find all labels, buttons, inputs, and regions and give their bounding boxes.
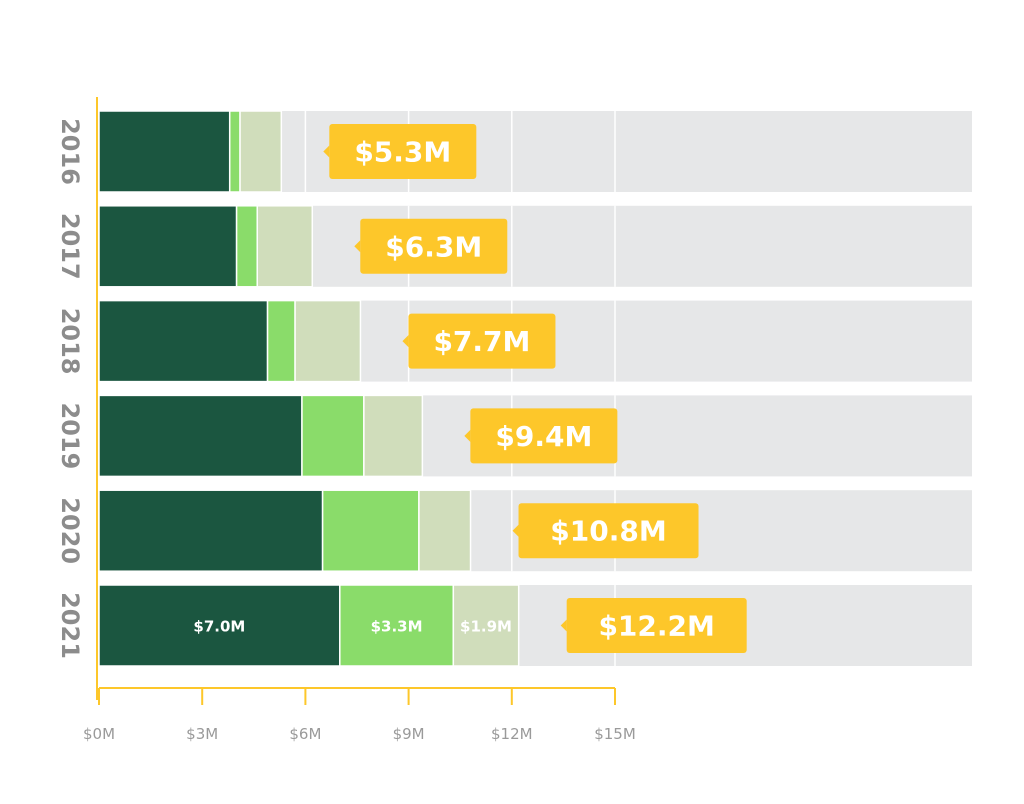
total-callout (566, 598, 747, 653)
x-tick-label: $12M (491, 725, 533, 743)
total-label: $7.7M (433, 325, 530, 358)
bar-segment-2016-1 (228, 110, 241, 193)
total-label: $6.3M (385, 230, 482, 263)
total-callout (360, 218, 508, 274)
bar-segment-2021-0 (98, 584, 341, 667)
year-label: 2017 (56, 213, 84, 280)
bar-segment-2020-0 (98, 489, 324, 572)
year-label: 2016 (56, 118, 84, 185)
year-label: 2019 (56, 403, 84, 470)
callout-pointer (402, 335, 409, 348)
year-label: 2021 (56, 592, 84, 659)
callout-pointer (464, 429, 471, 442)
segment-label: $1.9M (460, 618, 512, 636)
bar-segment-2021-2 (452, 584, 520, 667)
total-label: $10.8M (550, 515, 666, 548)
bar-segment-2016-2 (239, 110, 283, 193)
x-tick-label: $3M (186, 725, 218, 743)
total-label: $12.2M (598, 610, 714, 643)
total-label: $9.4M (495, 420, 592, 453)
callout-pointer (560, 619, 567, 632)
total-callout (408, 313, 556, 369)
total-label: $5.3M (354, 136, 451, 169)
bar-segment-2016-0 (98, 110, 231, 193)
bar-segment-2017-1 (235, 205, 258, 288)
bar-segment-2018-1 (266, 299, 296, 383)
bar-segment-2019-0 (98, 394, 303, 478)
callout-pointer (354, 240, 361, 253)
segment-label: $7.0M (193, 618, 245, 636)
total-callout (518, 503, 699, 559)
total-callout (470, 408, 618, 464)
year-label: 2018 (56, 308, 84, 375)
callout-pointer (323, 145, 330, 158)
year-label: 2020 (56, 497, 84, 564)
x-tick-label: $9M (393, 725, 425, 743)
bar-segment-2019-1 (301, 394, 365, 478)
bar-segment-2020-1 (321, 489, 420, 572)
segment-label: $3.3M (371, 618, 423, 636)
bar-segment-2017-0 (98, 205, 238, 288)
total-callout (329, 124, 477, 179)
callout-pointer (512, 524, 519, 537)
x-tick-label: $15M (594, 725, 636, 743)
x-tick-label: $0M (83, 725, 115, 743)
bar-segment-2019-2 (363, 394, 424, 478)
bar-segment-2020-2 (418, 489, 472, 572)
bar-segment-2021-1 (339, 584, 455, 667)
x-tick-label: $6M (289, 725, 321, 743)
bar-segment-2018-0 (98, 299, 269, 383)
bar-segment-2018-2 (294, 299, 362, 383)
bar-segment-2017-2 (256, 205, 314, 288)
